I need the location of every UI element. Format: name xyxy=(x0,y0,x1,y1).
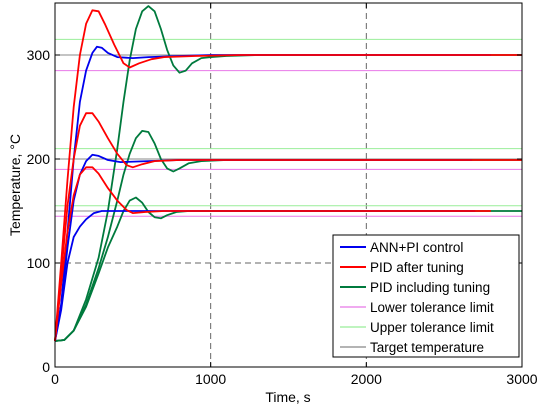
legend-label: ANN+PI control xyxy=(370,240,463,255)
legend-label: Lower tolerance limit xyxy=(370,300,494,315)
series-line-pid-after-target-150 xyxy=(54,166,491,342)
y-axis-label: Temperature, °C xyxy=(7,134,23,236)
x-axis-label: Time, s xyxy=(265,389,310,405)
x-tick-label: 3000 xyxy=(506,371,537,387)
x-tick-label: 1000 xyxy=(195,371,226,387)
plot-frame xyxy=(54,2,523,368)
legend-label: PID after tuning xyxy=(370,260,464,275)
y-tick-label: 300 xyxy=(27,47,51,63)
y-tick-label: 0 xyxy=(42,359,50,375)
legend-label: Upper tolerance limit xyxy=(370,320,494,335)
legend: ANN+PI control PID after tuning PID includ… xyxy=(332,234,520,358)
legend-label: PID including tuning xyxy=(370,280,490,295)
x-tick-label: 0 xyxy=(51,371,59,387)
series-line-pid-after-target-300 xyxy=(54,9,522,342)
legend-label: Target temperature xyxy=(370,340,484,355)
y-tick-label: 200 xyxy=(27,151,51,167)
x-tick-label: 2000 xyxy=(351,371,382,387)
series-line-pid-including-target-300 xyxy=(54,5,522,342)
y-tick-label: 100 xyxy=(27,255,51,271)
series-line-pid-after-target-200 xyxy=(54,112,522,342)
axis-ticks: 0 1000 2000 3000 0 100 200 300 xyxy=(27,3,538,387)
data-series xyxy=(54,5,522,342)
legend-box xyxy=(332,234,520,358)
